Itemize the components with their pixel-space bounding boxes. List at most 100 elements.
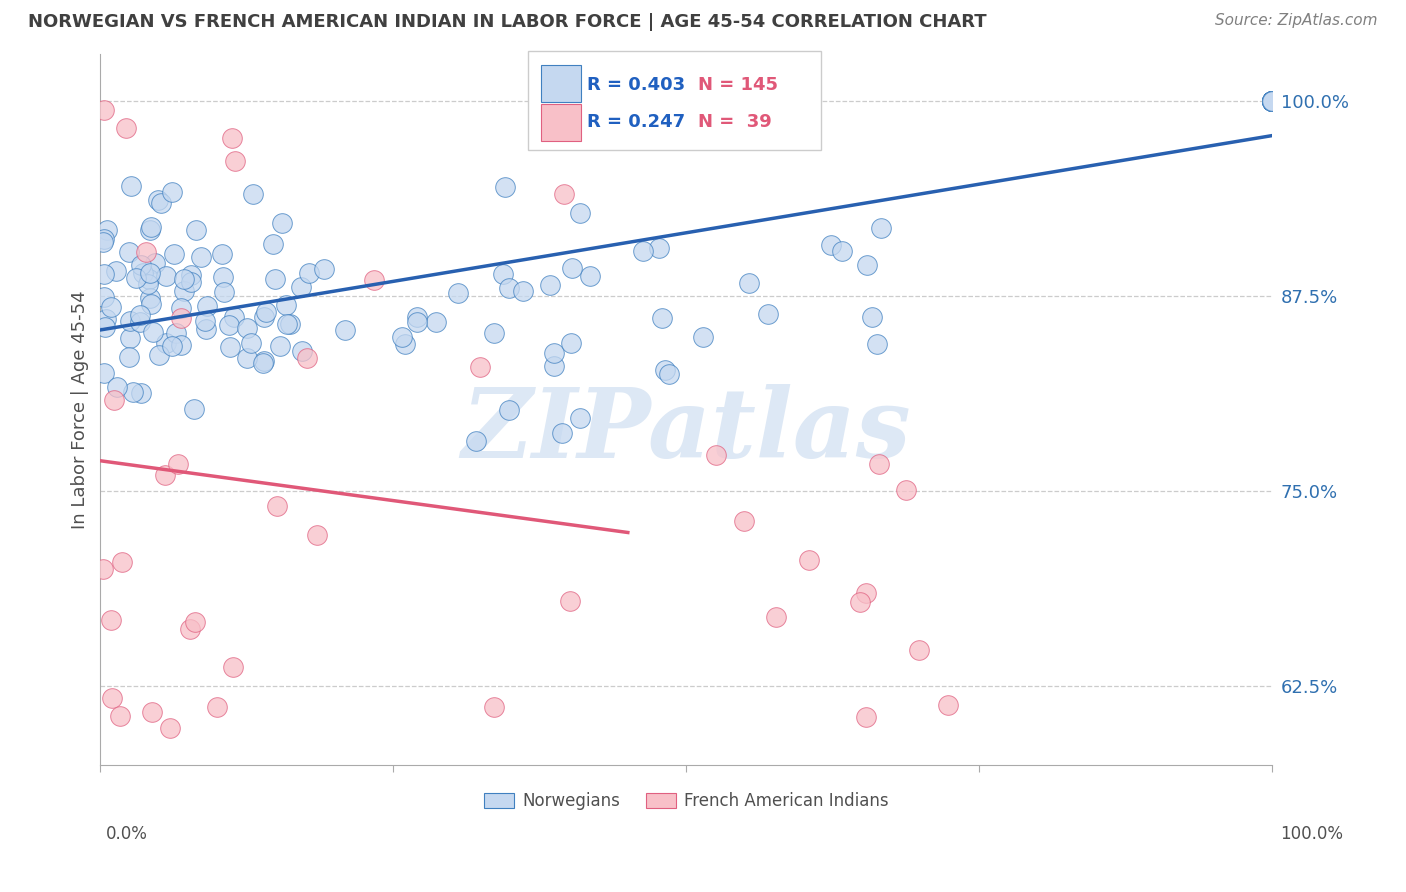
- Point: [266, 499, 288, 513]
- Point: [129, 386, 152, 401]
- Text: ZIPatlas: ZIPatlas: [461, 384, 911, 477]
- Point: [1261, 94, 1284, 108]
- Point: [706, 448, 728, 462]
- Point: [211, 270, 233, 285]
- Point: [492, 268, 515, 282]
- Point: [1261, 94, 1284, 108]
- Point: [139, 292, 162, 306]
- Point: [868, 457, 890, 471]
- Point: [1261, 94, 1284, 108]
- Point: [129, 308, 152, 322]
- Point: [169, 311, 191, 326]
- Point: [153, 468, 176, 483]
- Point: [543, 346, 565, 360]
- Point: [141, 297, 163, 311]
- Point: [855, 710, 877, 724]
- Point: [276, 318, 298, 332]
- Point: [820, 238, 842, 252]
- Point: [765, 609, 787, 624]
- Point: [148, 348, 170, 362]
- Point: [1261, 94, 1284, 108]
- FancyBboxPatch shape: [541, 103, 581, 141]
- Point: [139, 266, 162, 280]
- Point: [93, 103, 115, 117]
- Point: [1261, 94, 1284, 108]
- Point: [118, 314, 141, 328]
- Point: [551, 425, 574, 440]
- Point: [162, 185, 184, 199]
- Point: [118, 244, 141, 259]
- Legend: Norwegians, French American Indians: Norwegians, French American Indians: [478, 785, 896, 816]
- Point: [94, 312, 117, 326]
- Point: [184, 615, 207, 629]
- Point: [648, 241, 671, 255]
- Point: [406, 315, 429, 329]
- Point: [651, 310, 673, 325]
- Point: [222, 660, 245, 674]
- Point: [94, 320, 117, 334]
- Point: [160, 339, 183, 353]
- Point: [170, 338, 193, 352]
- Point: [543, 359, 565, 373]
- Point: [93, 366, 115, 380]
- FancyBboxPatch shape: [529, 51, 821, 150]
- Point: [1261, 94, 1284, 108]
- Point: [138, 272, 160, 286]
- Point: [568, 206, 591, 220]
- Point: [183, 402, 205, 417]
- Point: [305, 528, 328, 542]
- Point: [129, 258, 152, 272]
- Point: [654, 363, 676, 377]
- Point: [512, 284, 534, 298]
- Point: [93, 290, 115, 304]
- Point: [167, 457, 190, 471]
- Point: [894, 483, 917, 497]
- Point: [1261, 94, 1284, 108]
- Point: [186, 223, 208, 237]
- Point: [159, 721, 181, 735]
- Point: [870, 221, 893, 235]
- Point: [271, 216, 294, 230]
- Point: [298, 266, 321, 280]
- Point: [132, 266, 155, 280]
- Point: [149, 195, 172, 210]
- Point: [122, 385, 145, 400]
- Point: [1261, 94, 1284, 108]
- Point: [221, 131, 243, 145]
- Point: [254, 305, 277, 319]
- Point: [335, 323, 357, 337]
- Point: [224, 154, 246, 169]
- Point: [96, 223, 118, 237]
- Point: [180, 268, 202, 282]
- Point: [111, 555, 134, 569]
- Y-axis label: In Labor Force | Age 45-54: In Labor Force | Age 45-54: [72, 290, 89, 529]
- Point: [1261, 94, 1284, 108]
- Point: [866, 337, 889, 351]
- Point: [100, 613, 122, 627]
- Point: [797, 553, 820, 567]
- Point: [482, 326, 505, 340]
- Point: [93, 232, 115, 246]
- Point: [295, 351, 318, 365]
- Point: [212, 285, 235, 299]
- Point: [482, 700, 505, 714]
- Point: [139, 223, 162, 237]
- Point: [631, 244, 654, 258]
- Point: [406, 310, 429, 325]
- Point: [1261, 94, 1284, 108]
- Point: [207, 700, 229, 714]
- Point: [756, 307, 779, 321]
- Text: 0.0%: 0.0%: [105, 825, 148, 843]
- Point: [1261, 94, 1284, 108]
- Point: [190, 250, 212, 264]
- Point: [1261, 94, 1284, 108]
- Point: [170, 301, 193, 316]
- Point: [118, 351, 141, 365]
- Point: [425, 314, 447, 328]
- Text: N =  39: N = 39: [699, 113, 772, 131]
- Point: [363, 272, 385, 286]
- Point: [1261, 94, 1284, 108]
- Point: [269, 339, 291, 353]
- Point: [236, 351, 259, 365]
- Point: [143, 256, 166, 270]
